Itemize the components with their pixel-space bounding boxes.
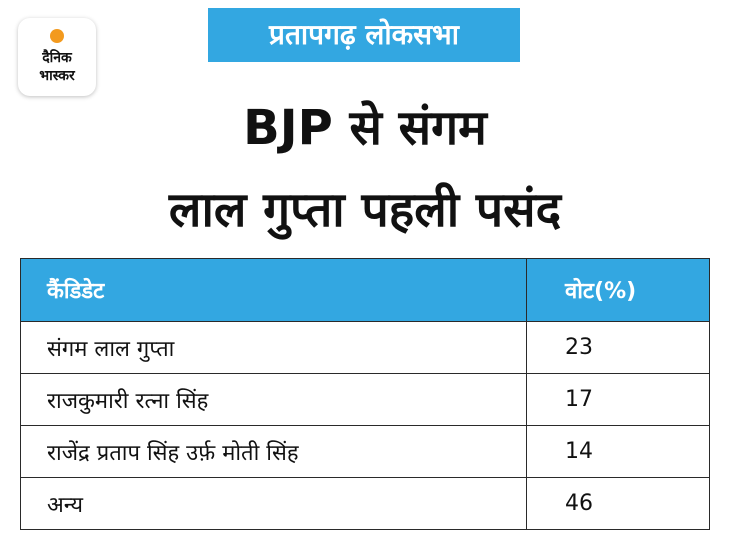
candidate-name: संगम लाल गुप्ता <box>20 321 527 374</box>
vote-percent: 23 <box>526 321 710 374</box>
constituency-tag: प्रतापगढ़ लोकसभा <box>208 8 520 62</box>
headline-line-1: BJP से संगम <box>243 100 487 156</box>
vote-percent: 46 <box>526 477 710 530</box>
table-row: राजकुमारी रत्ना सिंह 17 <box>20 373 710 426</box>
dainik-bhaskar-logo: दैनिक भास्कर <box>18 18 96 96</box>
table-header-row: कैंडिडेट वोट(%) <box>20 258 710 322</box>
vote-percent: 17 <box>526 373 710 426</box>
logo-line-1: दैनिक <box>42 50 72 66</box>
vote-percent: 14 <box>526 425 710 478</box>
candidate-name: अन्य <box>20 477 527 530</box>
sun-icon <box>50 29 64 43</box>
candidate-name: राजेंद्र प्रताप सिंह उर्फ़ मोती सिंह <box>20 425 527 478</box>
header-candidate: कैंडिडेट <box>20 258 527 322</box>
candidate-name: राजकुमारी रत्ना सिंह <box>20 373 527 426</box>
table-row: अन्य 46 <box>20 477 710 530</box>
logo-line-2: भास्कर <box>39 68 75 84</box>
header-vote-percent: वोट(%) <box>526 258 710 322</box>
vote-share-table: कैंडिडेट वोट(%) संगम लाल गुप्ता 23 राजकु… <box>20 258 710 530</box>
headline-line-2: लाल गुप्ता पहली पसंद <box>168 182 562 238</box>
table-row: राजेंद्र प्रताप सिंह उर्फ़ मोती सिंह 14 <box>20 425 710 478</box>
table-row: संगम लाल गुप्ता 23 <box>20 321 710 374</box>
